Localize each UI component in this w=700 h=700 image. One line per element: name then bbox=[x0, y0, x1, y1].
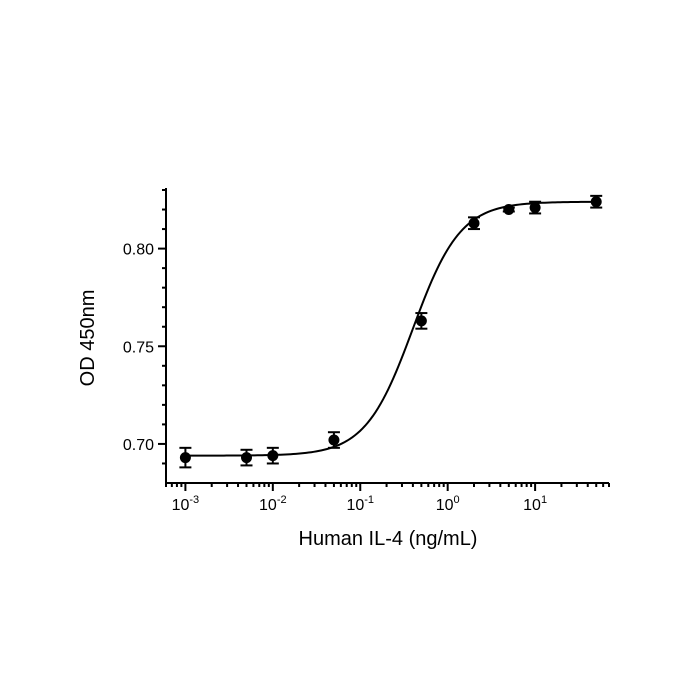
x-tick-base: 10 bbox=[436, 497, 454, 514]
x-tick-base: 10 bbox=[259, 497, 277, 514]
fit-curve bbox=[185, 200, 597, 457]
data-point bbox=[590, 196, 602, 208]
data-points-layer bbox=[179, 194, 603, 469]
y-axis-title: OD 450nm bbox=[77, 290, 99, 387]
data-point bbox=[503, 204, 515, 216]
x-tick-label: 10-1 bbox=[346, 494, 374, 514]
x-tick-label: 10-2 bbox=[259, 494, 287, 514]
fit-curve-layer bbox=[185, 200, 597, 457]
x-tick-exponent: -3 bbox=[189, 494, 199, 506]
x-axis-title: Human IL-4 (ng/mL) bbox=[299, 528, 478, 550]
x-tick-exponent: -2 bbox=[277, 494, 287, 506]
data-point bbox=[415, 315, 427, 327]
data-point bbox=[529, 202, 541, 214]
data-point bbox=[241, 452, 253, 464]
x-tick-exponent: -1 bbox=[364, 494, 374, 506]
x-tick-exponent: 0 bbox=[454, 494, 460, 506]
x-tick-base: 10 bbox=[346, 497, 364, 514]
x-tick-label: 101 bbox=[523, 494, 547, 514]
axes bbox=[158, 188, 610, 491]
data-point bbox=[179, 452, 191, 464]
x-tick-label: 10-3 bbox=[172, 494, 200, 514]
data-point bbox=[328, 434, 340, 446]
y-tick-label: 0.80 bbox=[123, 242, 154, 259]
y-tick-label: 0.70 bbox=[123, 437, 154, 454]
x-tick-exponent: 1 bbox=[541, 494, 547, 506]
x-tick-base: 10 bbox=[172, 497, 190, 514]
x-tick-label: 100 bbox=[436, 494, 460, 514]
x-tick-base: 10 bbox=[523, 497, 541, 514]
y-tick-label: 0.75 bbox=[123, 339, 154, 356]
data-point bbox=[468, 217, 480, 229]
data-point bbox=[267, 450, 279, 462]
